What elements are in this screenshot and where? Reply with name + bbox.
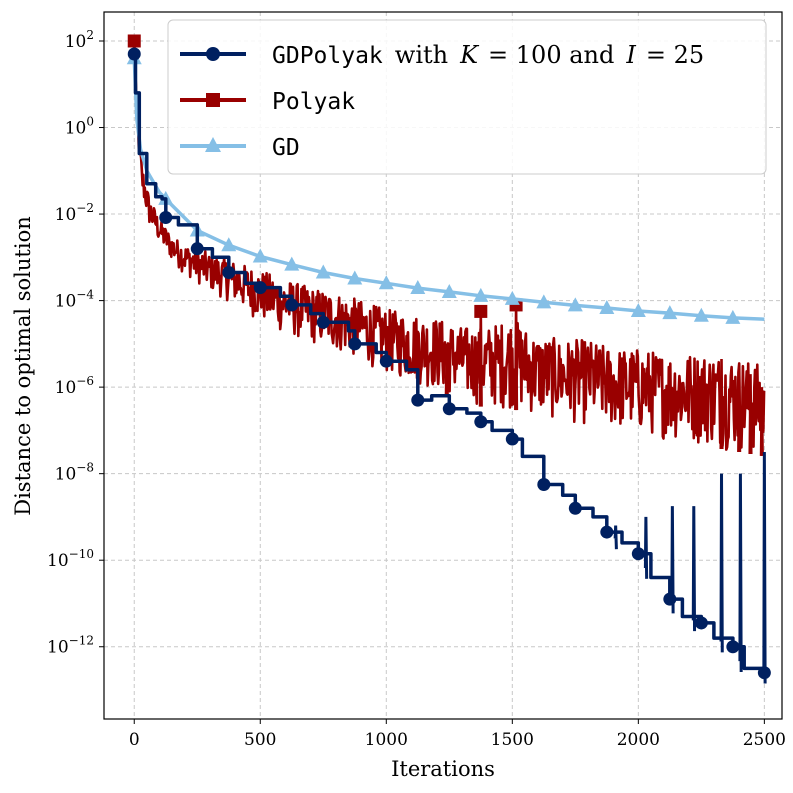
gd-marker [441, 283, 457, 298]
y-tick-label: 10−12 [47, 634, 94, 658]
gdpolyak-marker [379, 354, 393, 368]
polyak-spike [748, 374, 753, 454]
gd-marker [662, 305, 678, 320]
legend-label-polyak: Polyak [272, 89, 355, 115]
gdpolyak-marker [442, 402, 456, 416]
gd-marker [221, 237, 237, 252]
gdpolyak-marker [127, 47, 141, 61]
legend-label-gd: GD [272, 135, 300, 161]
polyak-spike [719, 358, 724, 450]
legend-box [167, 19, 767, 175]
legend-gdpolyak-mono: GDPolyak [272, 43, 383, 69]
gd-marker [504, 290, 520, 305]
gdpolyak-marker [222, 265, 236, 279]
gd-marker [473, 287, 489, 302]
gdpolyak-spike [691, 506, 697, 632]
legend-marker-polyak [206, 93, 220, 107]
gdpolyak-marker [474, 415, 488, 429]
polyak-spike [514, 304, 519, 411]
series-gdpolyak [127, 47, 771, 684]
gd-marker [630, 302, 646, 317]
legend-gdpolyak-i-value: = 25 [646, 41, 704, 69]
gdpolyak-marker [694, 616, 708, 630]
gd-marker [567, 297, 583, 312]
gdpolyak-marker [537, 477, 551, 491]
x-tick-label: 2000 [617, 730, 660, 750]
gdpolyak-marker [411, 393, 425, 407]
series-polyak [127, 34, 766, 456]
legend-label-gdpolyak: GDPolyak with K = 100 and I = 25 [272, 41, 704, 69]
y-tick-label: 10−8 [55, 461, 94, 485]
gdpolyak-spike [719, 473, 724, 653]
gd-marker [410, 280, 426, 295]
gdpolyak-marker [631, 547, 645, 561]
series-gd [126, 50, 765, 324]
polyak-line [132, 40, 766, 451]
x-axis: 0 500 1000 1500 2000 2500 [129, 719, 786, 750]
x-axis-label: Iterations [391, 757, 495, 781]
y-axis: 102 100 10−2 10−4 10−6 10−8 10−10 10−12 [47, 28, 104, 658]
legend-gdpolyak-k: K [459, 41, 480, 69]
polyak-marker [127, 34, 141, 48]
plot-frame [103, 11, 783, 720]
gdpolyak-marker [190, 242, 204, 256]
y-tick-label: 10−2 [55, 201, 94, 225]
x-tick-label: 500 [244, 730, 276, 750]
gd-marker [315, 264, 331, 279]
x-tick-label: 2500 [743, 730, 786, 750]
gd-marker [284, 256, 300, 271]
gdpolyak-spike [738, 473, 743, 672]
y-tick-label: 10−10 [47, 547, 94, 571]
x-tick-label: 1500 [491, 730, 534, 750]
legend-entry-polyak: Polyak [180, 89, 355, 115]
legend-entry-gd: GD [180, 135, 300, 161]
gdpolyak-marker [253, 281, 267, 295]
gd-marker [725, 309, 741, 324]
gdpolyak-spike [613, 525, 618, 550]
x-tick-label: 0 [129, 730, 140, 750]
legend-gdpolyak-k-value: = 100 and [488, 41, 614, 69]
legend: GDPolyak with K = 100 and I = 25 Polyak … [167, 19, 767, 175]
gdpolyak-marker [316, 315, 330, 329]
polyak-marker [474, 304, 488, 318]
gd-marker [378, 275, 394, 290]
gdpolyak-marker [348, 337, 362, 351]
legend-entry-gdpolyak: GDPolyak with K = 100 and I = 25 [180, 41, 704, 69]
gdpolyak-spike [643, 516, 649, 579]
gdpolyak-spike [670, 506, 675, 614]
gdpolyak-marker [285, 298, 299, 312]
x-tick-label: 1000 [365, 730, 408, 750]
gdpolyak-marker [663, 592, 677, 606]
legend-gdpolyak-i: I [625, 41, 636, 69]
gd-marker [536, 294, 552, 309]
polyak-spike [759, 387, 764, 456]
polyak-spike [444, 343, 449, 395]
gdpolyak-marker [159, 211, 173, 225]
y-tick-label: 100 [65, 115, 94, 139]
series-layer [126, 34, 771, 684]
y-tick-label: 10−4 [55, 288, 95, 312]
gdpolyak-marker [505, 432, 519, 446]
gdpolyak-marker [757, 666, 771, 680]
gdpolyak-marker [568, 501, 582, 515]
y-tick-label: 102 [65, 28, 94, 52]
legend-gdpolyak-with: with [395, 41, 448, 69]
gdpolyak-marker [726, 640, 740, 654]
gd-marker [693, 307, 709, 322]
legend-marker-gd [205, 137, 221, 152]
y-tick-label: 10−6 [55, 374, 94, 398]
polyak-spike [478, 311, 483, 407]
y-axis-label: Distance to optimal solution [11, 216, 35, 516]
gdpolyak-marker [600, 525, 614, 539]
legend-marker-gdpolyak [206, 47, 220, 61]
gd-marker [252, 248, 268, 263]
gdpolyak-line [133, 52, 770, 675]
gd-marker [599, 299, 615, 314]
gdpolyak-spike [762, 452, 767, 684]
polyak-spike [737, 369, 742, 453]
gd-marker [347, 270, 363, 285]
